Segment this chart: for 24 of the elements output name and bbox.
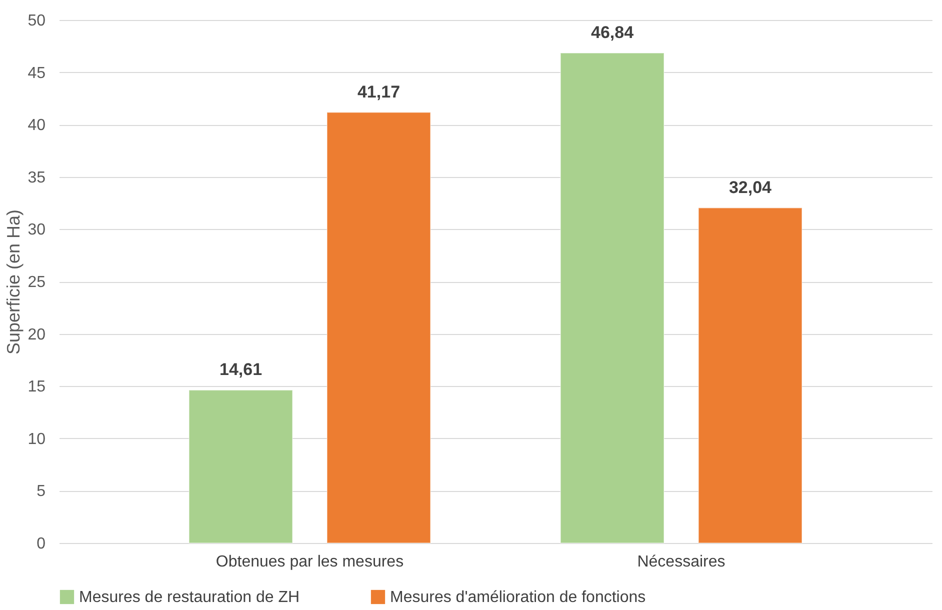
x-tick-label: Obtenues par les mesures [216,554,404,570]
y-tick-label: 30 [28,222,46,239]
y-tick-label: 45 [28,64,46,82]
legend-label: Mesures d'amélioration de fonctions [390,589,646,606]
data-label: 14,61 [219,360,262,380]
y-tick-label: 40 [28,117,46,134]
y-tick-label: 10 [28,430,46,448]
bar [698,207,802,544]
y-tick-label: 25 [28,274,46,291]
x-tick-label: Nécessaires [637,554,726,570]
y-tick-label: 5 [36,483,46,500]
data-label: 32,04 [728,178,772,197]
bar [560,52,664,544]
y-tick-label: 20 [28,326,46,344]
data-label: 46,84 [590,23,634,42]
y-tick-label: 50 [28,12,46,30]
y-axis-title: Superficie (en Ha) [4,209,24,355]
y-tick-label: 0 [36,536,46,552]
y-tick-label: 15 [28,378,46,396]
bar [188,390,294,544]
bar [326,112,431,544]
legend-label: Mesures de restauration de ZH [79,589,300,606]
y-tick-label: 35 [28,169,46,186]
data-label: 41,17 [357,82,400,102]
